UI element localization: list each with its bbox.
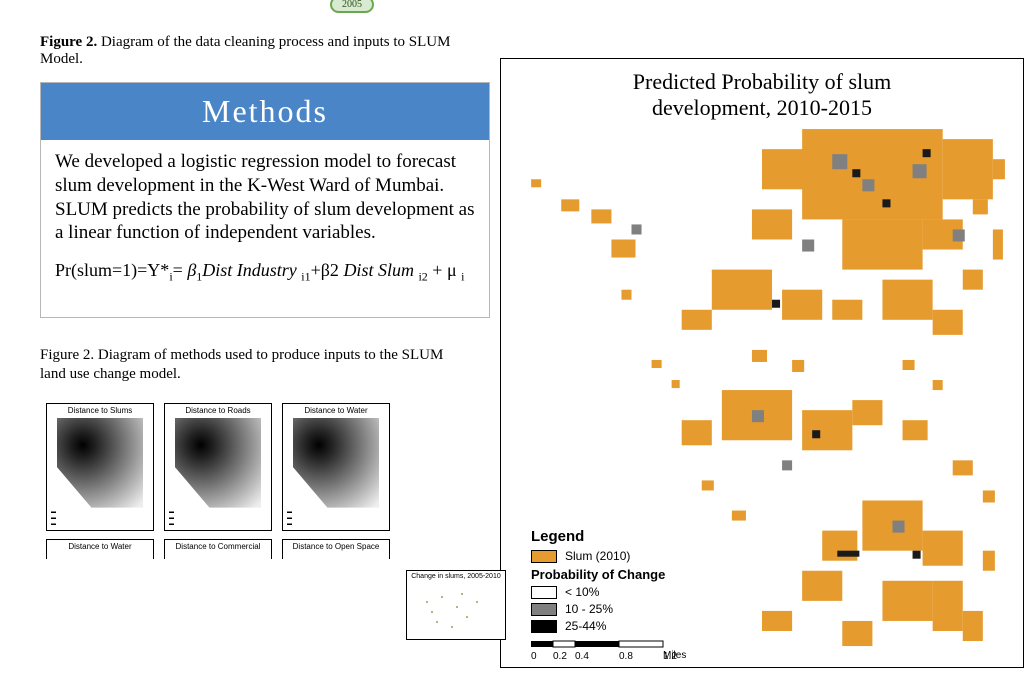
thumbnail-grid-row2: Distance to Water Distance to Commercial… [46, 539, 490, 559]
thumb-distance-water: Distance to Water ▬▬▬ [282, 403, 390, 531]
thumb-legend: ▬▬▬ [51, 509, 56, 527]
thumb-change-slums: Change in slums, 2005-2010 [406, 570, 506, 640]
methods-heading: Methods [40, 82, 490, 140]
thumb-distance-openspace: Distance to Open Space [282, 539, 390, 559]
legend-label: 25-44% [565, 619, 606, 633]
figure-2a-caption: Figure 2. Diagram of the data cleaning p… [40, 34, 490, 68]
thumb-title: Distance to Commercial [165, 540, 271, 553]
density-map-icon [175, 418, 261, 508]
thumb-legend: ▬▬▬ [287, 509, 292, 527]
legend-slum-label: Slum (2010) [565, 549, 630, 563]
scale-tick: 0.4 [575, 651, 619, 662]
thumb-distance-roads: Distance to Roads ▬▬▬ [164, 403, 272, 531]
methods-paragraph: We developed a logistic regression model… [55, 150, 475, 245]
prediction-map-panel: Predicted Probability of slum developmen… [500, 58, 1024, 668]
legend-swatch [531, 586, 557, 599]
legend-header: Legend [531, 528, 701, 545]
scale-tick: 0.8 [619, 651, 663, 662]
thumb-distance-slums: Distance to Slums ▬▬▬ [46, 403, 154, 531]
thumb-title: Distance to Roads [165, 404, 271, 417]
figure-2a-label: Figure 2. [40, 34, 97, 50]
methods-body: We developed a logistic regression model… [40, 140, 490, 318]
figure-2b-caption: Figure 2. Diagram of methods used to pro… [40, 346, 460, 385]
legend-row-0: < 10% [531, 585, 701, 599]
legend-label: 10 - 25% [565, 602, 613, 616]
map-legend: Legend Slum (2010) Probability of Change… [531, 528, 701, 661]
density-map-icon [293, 418, 379, 508]
thumb-legend: ▬▬▬ [169, 509, 174, 527]
legend-swatch-slum [531, 550, 557, 563]
scale-tick: 0 [531, 651, 553, 662]
legend-prob-header: Probability of Change [531, 567, 701, 582]
sparse-dots-icon [407, 582, 507, 638]
legend-swatch [531, 603, 557, 616]
thumb-distance-water-2: Distance to Water [46, 539, 154, 559]
legend-slum-row: Slum (2010) [531, 549, 701, 563]
legend-label: < 10% [565, 585, 599, 599]
thumbnail-grid-row1: Distance to Slums ▬▬▬ Distance to Roads … [46, 403, 490, 531]
thumb-title: Distance to Water [283, 404, 389, 417]
scale-tick: 0.2 [553, 651, 575, 662]
legend-swatch [531, 620, 557, 633]
diagram-fragment: 2005 [40, 0, 490, 28]
legend-row-2: 25-44% [531, 619, 701, 633]
figure-2a-text: Diagram of the data cleaning process and… [40, 34, 450, 67]
thumb-distance-commercial: Distance to Commercial [164, 539, 272, 559]
figure-2b-label: Figure 2. [40, 347, 94, 363]
figure-2b-text: Diagram of methods used to produce input… [40, 347, 443, 383]
scalebar-unit: Miles [663, 650, 701, 661]
map-title-line1: Predicted Probability of slum [633, 69, 891, 94]
thumb-title: Distance to Slums [47, 404, 153, 417]
bubble-year: 2005 [330, 0, 374, 13]
legend-row-1: 10 - 25% [531, 602, 701, 616]
density-map-icon [57, 418, 143, 508]
thumb-title: Distance to Open Space [283, 540, 389, 553]
thumb-title: Change in slums, 2005-2010 [407, 571, 505, 582]
scalebar: 0 0.2 0.4 0.8 1.2 Miles [531, 639, 701, 661]
methods-formula: Pr(slum=1)=Y*i= β1Dist Industry i1+β2 Di… [55, 259, 475, 285]
thumb-title: Distance to Water [47, 540, 153, 553]
